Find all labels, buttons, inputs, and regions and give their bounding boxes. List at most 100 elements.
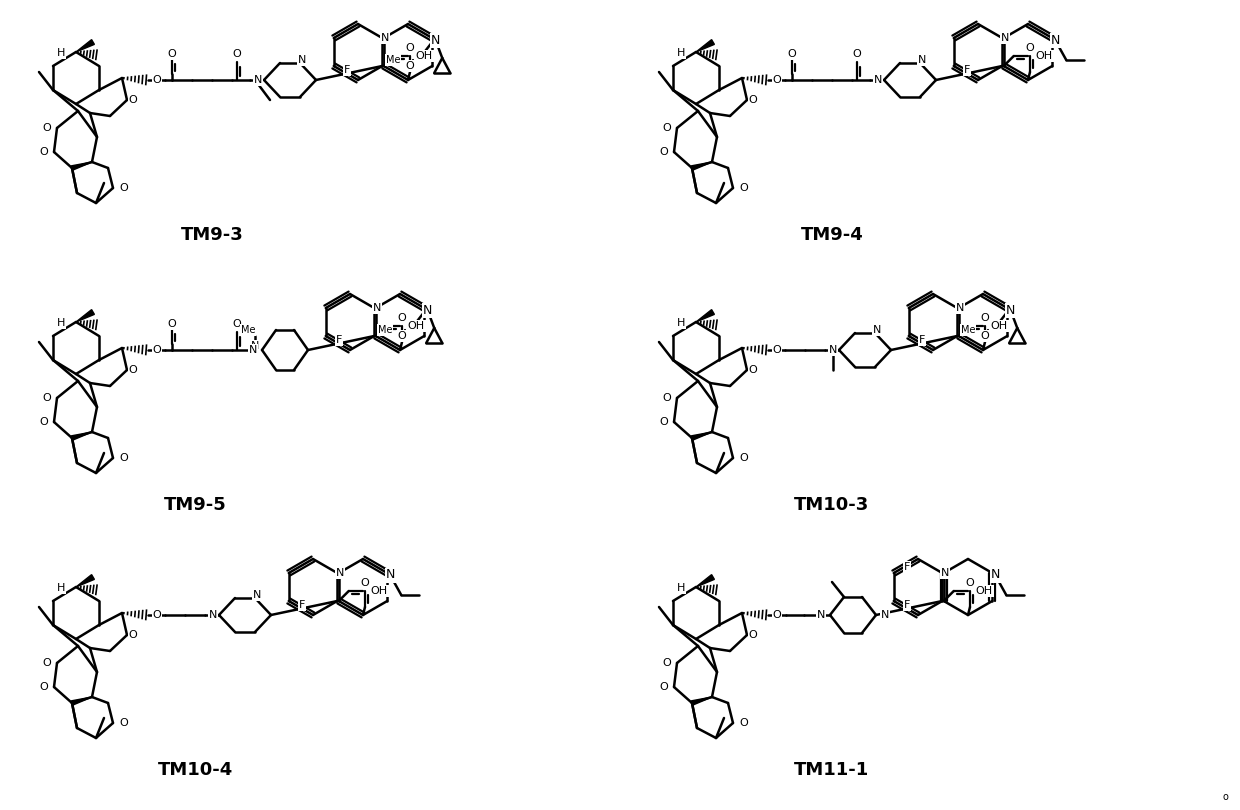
Text: F: F	[336, 335, 342, 345]
Text: O: O	[129, 95, 138, 105]
Text: N: N	[250, 341, 259, 351]
Text: N: N	[918, 55, 926, 65]
Text: O: O	[233, 319, 242, 329]
Text: O: O	[398, 331, 407, 341]
Text: OH: OH	[976, 586, 993, 596]
Text: TM11-1: TM11-1	[795, 761, 869, 779]
Text: O: O	[1025, 43, 1034, 53]
Text: O: O	[42, 123, 51, 133]
Text: N: N	[381, 33, 389, 43]
Polygon shape	[692, 162, 712, 170]
Text: O: O	[42, 393, 51, 403]
Text: N: N	[423, 304, 432, 317]
Text: H: H	[677, 583, 684, 593]
Text: O: O	[660, 682, 668, 692]
Text: O: O	[40, 147, 48, 157]
Text: Me: Me	[386, 55, 401, 65]
Text: O: O	[405, 43, 414, 53]
Text: O: O	[119, 453, 128, 463]
Text: Me: Me	[241, 325, 255, 335]
Text: O: O	[42, 658, 51, 668]
Polygon shape	[72, 697, 92, 706]
Text: O: O	[981, 331, 990, 341]
Text: F: F	[299, 600, 305, 610]
Text: N: N	[249, 345, 257, 355]
Text: N: N	[880, 610, 889, 620]
Polygon shape	[76, 40, 94, 52]
Polygon shape	[76, 574, 94, 587]
Text: O: O	[749, 630, 758, 640]
Text: O: O	[40, 417, 48, 427]
Text: O: O	[966, 578, 975, 588]
Text: N: N	[253, 590, 262, 600]
Text: N: N	[386, 569, 394, 582]
Text: O: O	[129, 630, 138, 640]
Text: O: O	[739, 183, 748, 193]
Text: N: N	[1006, 304, 1014, 317]
Text: H: H	[677, 48, 684, 58]
Text: O: O	[40, 682, 48, 692]
Text: O: O	[398, 313, 407, 323]
Text: TM10-4: TM10-4	[157, 761, 233, 779]
Text: Me: Me	[961, 325, 975, 335]
Text: N: N	[828, 345, 837, 355]
Text: N: N	[817, 610, 825, 620]
Text: H: H	[677, 318, 684, 328]
Text: O: O	[119, 183, 128, 193]
Text: TM9-4: TM9-4	[801, 226, 863, 244]
Text: O: O	[119, 718, 128, 728]
Text: N: N	[336, 568, 345, 578]
Polygon shape	[72, 432, 92, 440]
Text: O: O	[739, 453, 748, 463]
Text: O: O	[662, 658, 671, 668]
Text: OH: OH	[991, 321, 1008, 331]
Text: O: O	[662, 123, 671, 133]
Text: o: o	[1223, 792, 1228, 802]
Text: N: N	[941, 568, 950, 578]
Text: F: F	[963, 65, 970, 75]
Text: F: F	[343, 65, 350, 75]
Polygon shape	[72, 162, 92, 170]
Text: TM9-3: TM9-3	[181, 226, 243, 244]
Text: TM9-5: TM9-5	[164, 496, 227, 514]
Text: O: O	[787, 49, 796, 59]
Text: O: O	[153, 75, 161, 85]
Text: N: N	[991, 569, 999, 582]
Text: H: H	[57, 318, 64, 328]
Text: OH: OH	[371, 586, 388, 596]
Text: O: O	[981, 313, 990, 323]
Text: O: O	[361, 578, 370, 588]
Text: O: O	[773, 345, 781, 355]
Text: O: O	[749, 95, 758, 105]
Text: O: O	[739, 718, 748, 728]
Text: TM10-3: TM10-3	[795, 496, 869, 514]
Polygon shape	[696, 574, 714, 587]
Text: OH: OH	[408, 321, 425, 331]
Text: N: N	[254, 75, 262, 85]
Text: O: O	[153, 610, 161, 620]
Text: Me: Me	[378, 325, 392, 335]
Text: N: N	[430, 33, 440, 46]
Text: N: N	[1050, 33, 1060, 46]
Text: O: O	[167, 49, 176, 59]
Text: O: O	[405, 61, 414, 71]
Text: O: O	[129, 365, 138, 375]
Polygon shape	[696, 40, 714, 52]
Text: OH: OH	[1035, 51, 1053, 61]
Text: N: N	[1001, 33, 1009, 43]
Text: O: O	[233, 49, 242, 59]
Text: O: O	[167, 319, 176, 329]
Text: N: N	[956, 303, 965, 313]
Text: N: N	[208, 610, 217, 620]
Text: F: F	[904, 562, 910, 572]
Text: N: N	[874, 75, 882, 85]
Polygon shape	[76, 309, 94, 322]
Text: F: F	[919, 335, 925, 345]
Text: O: O	[773, 610, 781, 620]
Text: O: O	[660, 417, 668, 427]
Text: O: O	[660, 147, 668, 157]
Text: O: O	[853, 49, 862, 59]
Polygon shape	[692, 432, 712, 440]
Polygon shape	[696, 309, 714, 322]
Text: OH: OH	[415, 51, 433, 61]
